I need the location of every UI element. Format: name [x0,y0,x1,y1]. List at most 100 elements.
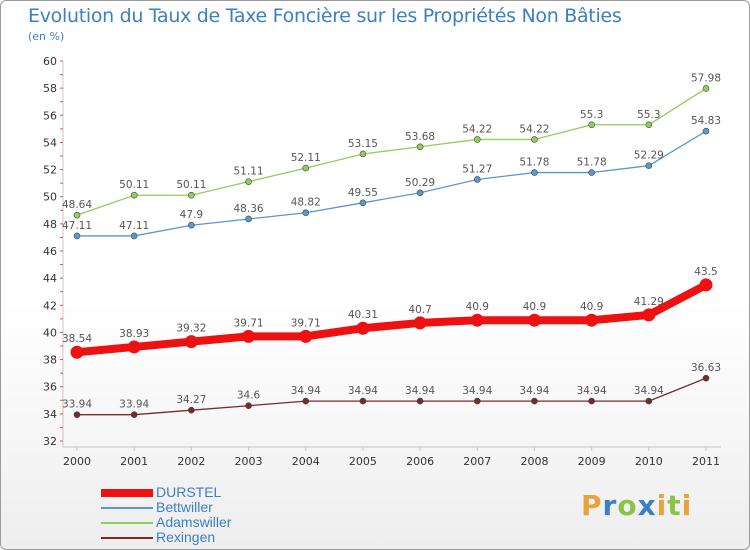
data-point [699,278,713,292]
data-label: 33.94 [119,399,149,411]
data-point [416,397,424,405]
data-label: 51.78 [519,157,549,169]
data-point [73,411,81,418]
data-label: 50.11 [176,179,206,191]
legend-item-durstel: DURSTEL [101,484,301,500]
data-point [245,178,252,185]
data-label: 34.94 [348,385,378,397]
series-line-durstel [73,280,710,357]
data-point [416,189,424,197]
data-point [73,211,81,219]
data-point [245,402,252,410]
data-label: 53.15 [348,138,378,150]
data-point [184,335,198,349]
data-label: 34.94 [462,385,492,397]
legend-swatch [101,507,153,509]
chart-title: Evolution du Taux de Taxe Foncière sur l… [28,5,622,27]
x-tick-label: 2001 [120,455,148,468]
x-tick-label: 2002 [177,455,205,468]
data-point [242,329,256,343]
data-point [645,397,653,405]
data-point [130,191,138,199]
data-label: 40.31 [348,309,378,321]
data-label: 51.27 [462,163,492,175]
y-tick-label: 36 [43,381,57,394]
data-point [413,316,427,330]
data-label: 50.29 [405,177,435,189]
data-label: 52.11 [291,152,321,164]
y-tick-label: 40 [43,326,57,339]
data-label: 51.78 [577,157,607,169]
data-point [527,313,541,327]
legend-label: Rexingen [156,529,216,545]
legend-label: Adamswiller [156,514,232,530]
y-tick-label: 48 [43,218,57,231]
data-point [302,209,310,217]
data-point [531,169,538,176]
data-point [130,232,138,240]
data-label: 40.9 [580,301,603,313]
data-label: 52.29 [634,150,664,162]
y-tick-label: 32 [43,435,57,448]
data-point [585,313,599,327]
data-label: 54.22 [462,123,492,135]
data-point [470,313,484,327]
data-label: 54.83 [691,115,721,127]
data-label: 49.55 [348,187,378,199]
data-label: 43.5 [694,266,717,278]
x-tick-label: 2006 [406,455,434,468]
data-point [531,397,538,405]
x-tick-label: 2009 [578,455,606,468]
legend-item-bettwiller: Bettwiller [101,499,301,515]
data-point [645,162,653,169]
chart-plot: 32 34 36 38 40 42 44 46 48 50 52 54 56 58 60 2000 2001 20… [43,55,721,468]
data-point [359,397,367,405]
y-tick-label: 46 [43,245,57,258]
data-point [130,411,138,418]
data-point [702,85,710,92]
data-label: 54.22 [519,123,549,135]
data-label: 38.93 [119,328,149,340]
proxiti-logo: Proxiti [581,489,693,522]
x-tick-label: 2010 [635,455,663,468]
x-tick-label: 2005 [349,455,377,468]
data-label: 50.11 [119,179,149,191]
data-label: 40.7 [408,304,431,316]
legend-swatch [101,489,153,497]
data-label: 34.94 [291,385,321,397]
legend-item-rexingen: Rexingen [101,529,301,545]
data-label: 47.11 [119,220,149,232]
data-label: 47.9 [180,209,203,221]
y-tick-label: 56 [43,109,57,122]
y-tick-label: 34 [43,408,57,421]
x-tick-label: 2003 [235,455,263,468]
chart-unit: (en %) [28,30,65,43]
data-label: 53.68 [405,131,435,143]
y-tick-label: 52 [43,164,57,177]
data-label: 39.32 [176,323,206,335]
y-tick-label: 44 [43,272,57,285]
data-point [188,191,195,199]
legend-swatch [101,537,153,539]
data-label: 34.94 [577,385,607,397]
data-point [302,397,310,405]
data-label: 38.54 [62,333,92,345]
data-label: 34.94 [634,385,664,397]
data-point [359,199,367,207]
data-point [188,406,195,414]
data-label: 48.64 [62,199,92,211]
data-label: 33.94 [62,399,92,411]
data-point [473,136,481,143]
legend-swatch [101,522,153,524]
data-point [73,232,81,240]
data-label: 40.9 [523,301,546,313]
data-point [588,121,595,129]
data-label: 51.11 [234,166,264,178]
legend-item-adamswiller: Adamswiller [101,514,301,530]
x-tick-label: 2004 [292,455,320,468]
data-point [356,321,370,335]
data-label: 55.3 [580,109,603,121]
data-point [245,215,252,223]
data-point [642,308,656,322]
